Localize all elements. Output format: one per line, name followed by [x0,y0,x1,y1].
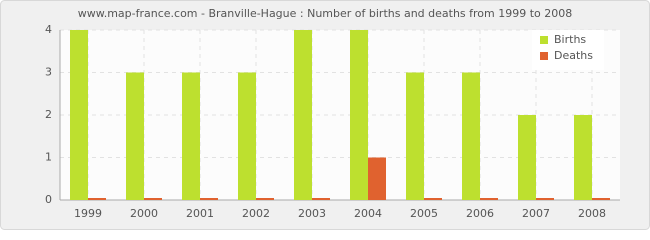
x-tick-label: 2008 [578,207,606,220]
chart-title: www.map-france.com - Branville-Hague : N… [78,7,573,20]
bar [592,198,610,200]
x-tick-label: 2001 [186,207,214,220]
bar [350,30,368,200]
y-tick-label: 2 [45,108,52,121]
bar [368,157,386,200]
x-tick-label: 2000 [130,207,158,220]
y-tick-label: 1 [45,151,52,164]
x-tick-label: 2006 [466,207,494,220]
y-tick-label: 3 [45,66,52,79]
bar [406,72,424,200]
bar [88,198,106,200]
bar [144,198,162,200]
legend-label: Births [554,33,586,46]
x-tick-label: 1999 [74,207,102,220]
bar [294,30,312,200]
bar [200,198,218,200]
x-tick-label: 2002 [242,207,270,220]
x-tick-label: 2004 [354,207,382,220]
x-tick-label: 2003 [298,207,326,220]
legend-swatch [540,36,548,44]
y-tick-label: 0 [45,193,52,206]
x-tick-label: 2005 [410,207,438,220]
bar [70,30,88,200]
bar [574,115,592,200]
bar [126,72,144,200]
bar [424,198,442,200]
x-tick-label: 2007 [522,207,550,220]
bar [480,198,498,200]
bar [462,72,480,200]
y-tick-label: 4 [45,23,52,36]
legend-swatch [540,52,548,60]
bar [256,198,274,200]
bar [312,198,330,200]
chart: www.map-france.com - Branville-Hague : N… [0,0,650,230]
bar [238,72,256,200]
bar [536,198,554,200]
legend-label: Deaths [554,49,593,62]
bar [182,72,200,200]
bar [518,115,536,200]
